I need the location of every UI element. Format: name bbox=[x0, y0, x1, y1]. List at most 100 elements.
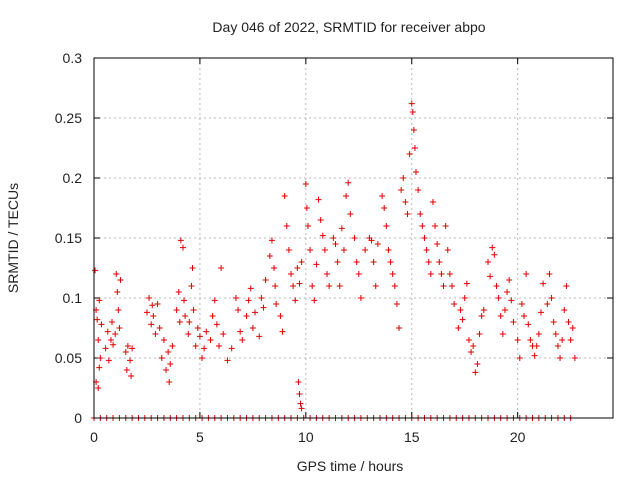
data-point bbox=[525, 321, 532, 328]
data-point bbox=[402, 199, 409, 205]
data-point bbox=[548, 295, 555, 301]
data-point bbox=[169, 343, 176, 349]
data-point bbox=[160, 337, 167, 343]
data-point bbox=[336, 283, 343, 289]
data-point bbox=[104, 328, 111, 335]
data-point bbox=[497, 313, 504, 319]
data-point bbox=[554, 343, 561, 349]
data-point bbox=[272, 283, 279, 289]
data-point bbox=[146, 295, 153, 301]
data-point bbox=[455, 325, 462, 331]
data-point bbox=[506, 277, 513, 283]
data-point bbox=[115, 307, 122, 313]
data-point bbox=[249, 325, 256, 331]
data-point bbox=[446, 271, 453, 277]
data-point bbox=[381, 205, 388, 211]
data-point bbox=[457, 307, 464, 313]
chart-title: Day 046 of 2022, SRMTID for receiver abp… bbox=[212, 19, 485, 35]
data-point bbox=[298, 259, 305, 265]
data-point bbox=[324, 271, 331, 277]
data-point bbox=[423, 247, 430, 253]
data-point bbox=[451, 301, 458, 307]
data-point bbox=[98, 321, 105, 328]
data-point bbox=[288, 271, 295, 277]
data-point bbox=[307, 247, 314, 253]
data-point bbox=[514, 337, 521, 343]
data-point bbox=[559, 337, 566, 343]
data-point bbox=[166, 379, 173, 385]
data-point bbox=[273, 301, 280, 307]
data-point bbox=[196, 333, 203, 340]
data-point bbox=[533, 343, 540, 349]
y-tick-label: 0.25 bbox=[55, 110, 82, 126]
data-point bbox=[127, 357, 134, 364]
data-point bbox=[96, 364, 103, 371]
data-point bbox=[262, 277, 269, 283]
data-point bbox=[167, 361, 174, 367]
data-point bbox=[569, 325, 576, 331]
data-point bbox=[465, 337, 472, 343]
data-point bbox=[235, 307, 242, 313]
data-point bbox=[347, 211, 354, 217]
data-point bbox=[294, 265, 301, 271]
data-point bbox=[478, 313, 485, 319]
data-point bbox=[277, 313, 284, 319]
data-point bbox=[527, 337, 534, 343]
data-point bbox=[211, 297, 218, 304]
data-point bbox=[385, 247, 392, 253]
data-points bbox=[91, 100, 578, 421]
data-point bbox=[122, 349, 129, 355]
data-point bbox=[340, 247, 347, 253]
data-point bbox=[271, 265, 278, 271]
data-point bbox=[279, 328, 286, 335]
data-point bbox=[102, 345, 109, 352]
data-point bbox=[188, 283, 195, 289]
data-point bbox=[552, 331, 559, 337]
data-point bbox=[499, 331, 506, 337]
data-point bbox=[379, 193, 386, 199]
data-point bbox=[531, 352, 538, 359]
data-point bbox=[311, 297, 318, 304]
data-point bbox=[94, 316, 101, 323]
data-point bbox=[251, 309, 258, 316]
data-point bbox=[427, 271, 434, 277]
data-point bbox=[179, 244, 186, 251]
y-axis-label: SRMTID / TECUs bbox=[5, 183, 21, 293]
data-point bbox=[387, 259, 394, 265]
data-point bbox=[518, 301, 525, 307]
data-point bbox=[546, 271, 553, 277]
data-point bbox=[95, 385, 102, 391]
data-point bbox=[181, 297, 188, 304]
data-point bbox=[393, 301, 400, 307]
data-point bbox=[436, 259, 443, 265]
data-point bbox=[297, 400, 304, 407]
data-point bbox=[281, 193, 288, 199]
data-point bbox=[561, 307, 568, 313]
data-point bbox=[123, 367, 130, 373]
data-point bbox=[186, 319, 193, 325]
data-point bbox=[290, 283, 297, 289]
data-point bbox=[173, 307, 180, 313]
data-point bbox=[537, 309, 544, 316]
data-point bbox=[411, 145, 418, 151]
data-point bbox=[220, 331, 227, 337]
data-point bbox=[143, 309, 150, 316]
data-point bbox=[163, 367, 170, 373]
data-point bbox=[383, 223, 390, 229]
data-point bbox=[96, 297, 103, 304]
data-point bbox=[256, 333, 263, 340]
data-point bbox=[232, 295, 239, 301]
data-point bbox=[258, 295, 265, 301]
data-point bbox=[438, 271, 445, 277]
x-tick-label: 0 bbox=[90, 429, 98, 445]
x-tick-label: 15 bbox=[404, 429, 420, 445]
data-point bbox=[113, 271, 120, 277]
data-point bbox=[440, 283, 447, 289]
data-point bbox=[404, 211, 411, 217]
data-point bbox=[495, 295, 502, 301]
data-point bbox=[351, 235, 358, 241]
data-point bbox=[353, 259, 360, 265]
data-point bbox=[110, 341, 117, 348]
data-point bbox=[501, 307, 508, 313]
data-point bbox=[550, 319, 557, 325]
